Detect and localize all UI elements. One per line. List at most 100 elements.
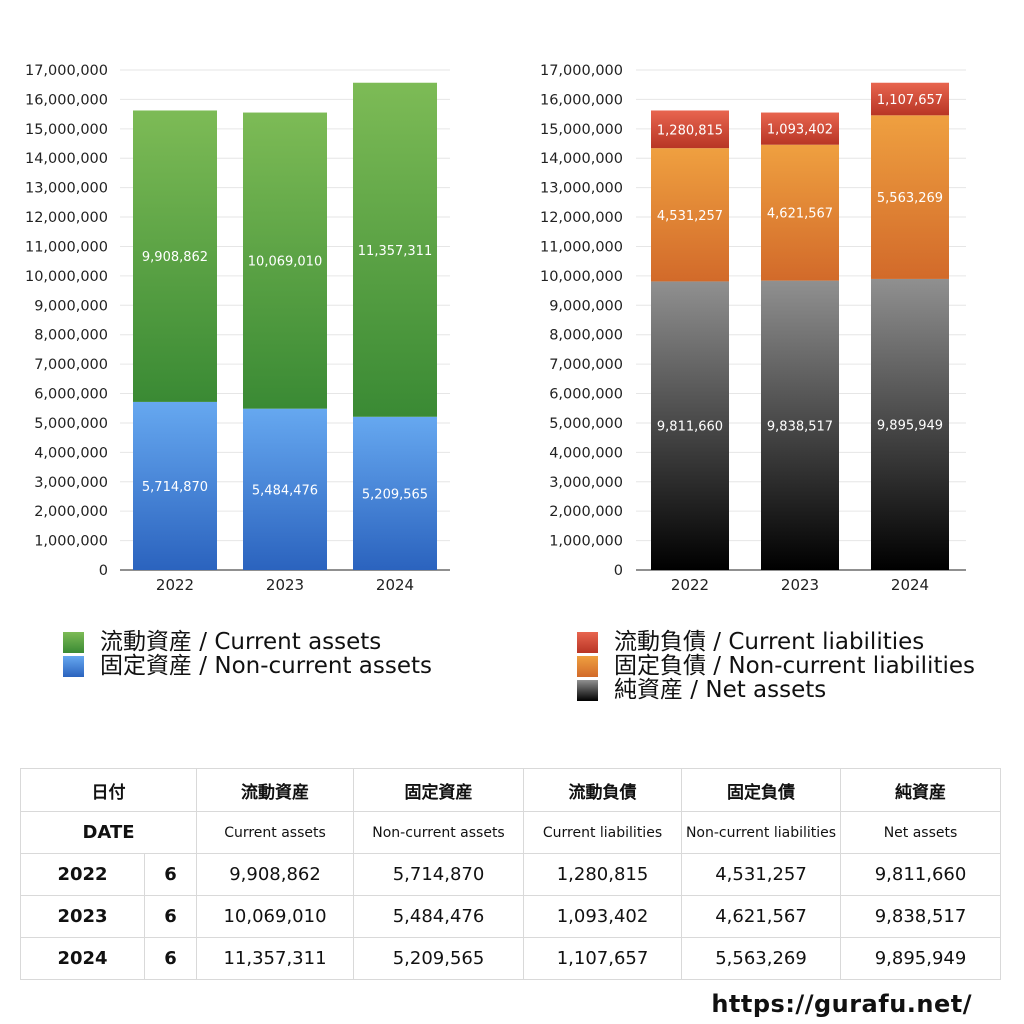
legend-swatch-current-liabilities <box>577 631 598 653</box>
legend-label-noncurrent-assets: 固定資産 / Non-current assets <box>100 653 433 679</box>
table-row: 2022 6 9,908,862 5,714,870 1,280,815 4,5… <box>20 853 1001 896</box>
right-legend: 流動負債 / Current liabilities 固定負債 / Non-cu… <box>577 630 975 702</box>
x-tick-label: 2022 <box>156 576 194 594</box>
data-table: 日付 流動資産 固定資産 流動負債 固定負債 純資産 DATE Current … <box>20 768 1001 980</box>
table-row: 2024 6 11,357,311 5,209,565 1,107,657 5,… <box>20 937 1001 980</box>
legend-label-net-assets: 純資産 / Net assets <box>614 677 827 703</box>
y-tick-label: 16,000,000 <box>540 92 623 108</box>
y-tick-label: 14,000,000 <box>540 151 623 167</box>
cell-current-assets: 11,357,311 <box>196 937 354 980</box>
cell-noncurrent-assets: 5,209,565 <box>353 937 524 980</box>
y-tick-label: 9,000,000 <box>34 298 108 314</box>
legend-swatch-current-assets <box>63 631 84 653</box>
bar-net-assets <box>761 280 839 570</box>
cell-net-assets: 9,811,660 <box>840 853 1001 896</box>
header-net-assets-jp: 純資産 <box>840 768 1001 812</box>
bar-value-label: 9,908,862 <box>142 250 208 265</box>
legend-item-current-liabilities: 流動負債 / Current liabilities <box>577 630 975 654</box>
cell-noncurrent-assets: 5,484,476 <box>353 895 524 938</box>
right-chart-liabilities-equity: 0 1,000,000 2,000,000 3,000,000 4,000,000 5,0… <box>540 63 966 594</box>
header-net-assets-en: Net assets <box>840 811 1001 854</box>
y-tick-label: 13,000,000 <box>540 181 623 197</box>
y-tick-label: 16,000,000 <box>25 92 108 108</box>
x-tick-label: 2023 <box>781 576 819 594</box>
y-tick-label: 0 <box>99 563 108 579</box>
cell-noncurrent-liabilities: 5,563,269 <box>681 937 841 980</box>
y-tick-label: 9,000,000 <box>549 298 623 314</box>
left-legend: 流動資産 / Current assets 固定資産 / Non-current… <box>63 630 432 678</box>
y-tick-label: 7,000,000 <box>34 357 108 373</box>
legend-item-noncurrent-assets: 固定資産 / Non-current assets <box>63 654 432 678</box>
y-tick-label: 11,000,000 <box>540 239 623 255</box>
charts-area: 0 1,000,000 2,000,000 3,000,000 4,000,000 5,0… <box>25 63 966 594</box>
table-header-jp-row: 日付 流動資産 固定資産 流動負債 固定負債 純資産 <box>20 768 1001 812</box>
x-tick-label: 2022 <box>671 576 709 594</box>
source-url-link[interactable]: https://gurafu.net/ <box>711 990 972 1018</box>
legend-swatch-noncurrent-assets <box>63 655 84 677</box>
cell-year: 2024 <box>20 937 145 980</box>
bar-current-assets <box>353 82 437 417</box>
header-current-assets-en: Current assets <box>196 811 354 854</box>
y-tick-label: 6,000,000 <box>549 387 623 403</box>
y-tick-label: 5,000,000 <box>549 416 623 432</box>
y-tick-label: 15,000,000 <box>540 122 623 138</box>
bar-noncurrent-assets <box>133 401 217 570</box>
bar-current-assets <box>243 112 327 409</box>
y-tick-label: 2,000,000 <box>549 504 623 520</box>
cell-current-liabilities: 1,280,815 <box>523 853 682 896</box>
x-tick-label: 2024 <box>891 576 929 594</box>
legend-item-net-assets: 純資産 / Net assets <box>577 678 975 702</box>
bar-net-assets <box>651 281 729 570</box>
header-noncurrent-liabilities-en: Non-current liabilities <box>681 811 841 854</box>
y-tick-label: 14,000,000 <box>25 151 108 167</box>
cell-month: 6 <box>144 895 197 938</box>
bar-noncurrent-assets <box>243 408 327 570</box>
bar-net-assets <box>871 278 949 570</box>
table-row: 2023 6 10,069,010 5,484,476 1,093,402 4,… <box>20 895 1001 938</box>
legend-item-current-assets: 流動資産 / Current assets <box>63 630 432 654</box>
header-noncurrent-liabilities-jp: 固定負債 <box>681 768 841 812</box>
y-tick-label: 12,000,000 <box>25 210 108 226</box>
bar-noncurrent-liabilities <box>871 115 949 279</box>
y-tick-label: 7,000,000 <box>549 357 623 373</box>
legend-item-noncurrent-liabilities: 固定負債 / Non-current liabilities <box>577 654 975 678</box>
x-tick-label: 2023 <box>266 576 304 594</box>
y-tick-label: 2,000,000 <box>34 504 108 520</box>
legend-label-current-assets: 流動資産 / Current assets <box>100 629 382 655</box>
y-tick-label: 8,000,000 <box>34 328 108 344</box>
bar-value-label: 1,107,657 <box>877 93 943 108</box>
y-tick-label: 0 <box>614 563 623 579</box>
cell-current-assets: 9,908,862 <box>196 853 354 896</box>
cell-current-liabilities: 1,107,657 <box>523 937 682 980</box>
bar-noncurrent-liabilities <box>761 144 839 281</box>
bar-value-label: 11,357,311 <box>358 244 432 259</box>
bar-value-label: 5,714,870 <box>142 480 208 495</box>
bar-value-label: 9,838,517 <box>767 419 833 434</box>
legend-label-noncurrent-liabilities: 固定負債 / Non-current liabilities <box>614 653 975 679</box>
y-tick-label: 12,000,000 <box>540 210 623 226</box>
x-tick-label: 2024 <box>376 576 414 594</box>
cell-year: 2023 <box>20 895 145 938</box>
cell-net-assets: 9,895,949 <box>840 937 1001 980</box>
bar-value-label: 5,209,565 <box>362 487 428 502</box>
bar-noncurrent-assets <box>353 416 437 570</box>
y-tick-label: 10,000,000 <box>540 269 623 285</box>
y-tick-label: 8,000,000 <box>549 328 623 344</box>
table-header-en-row: DATE Current assets Non-current assets C… <box>20 811 1001 854</box>
bar-value-label: 1,280,815 <box>657 123 723 138</box>
y-tick-label: 3,000,000 <box>34 475 108 491</box>
cell-net-assets: 9,838,517 <box>840 895 1001 938</box>
header-date-en: DATE <box>20 811 197 854</box>
y-tick-label: 1,000,000 <box>549 534 623 550</box>
header-noncurrent-assets-jp: 固定資産 <box>353 768 524 812</box>
bar-value-label: 9,811,660 <box>657 420 723 435</box>
cell-noncurrent-liabilities: 4,621,567 <box>681 895 841 938</box>
cell-month: 6 <box>144 853 197 896</box>
header-current-assets-jp: 流動資産 <box>196 768 354 812</box>
y-tick-label: 4,000,000 <box>34 445 108 461</box>
header-noncurrent-assets-en: Non-current assets <box>353 811 524 854</box>
left-chart-assets: 0 1,000,000 2,000,000 3,000,000 4,000,000 5,0… <box>25 63 450 594</box>
legend-label-current-liabilities: 流動負債 / Current liabilities <box>614 629 925 655</box>
header-current-liabilities-jp: 流動負債 <box>523 768 682 812</box>
bar-value-label: 1,093,402 <box>767 123 833 138</box>
